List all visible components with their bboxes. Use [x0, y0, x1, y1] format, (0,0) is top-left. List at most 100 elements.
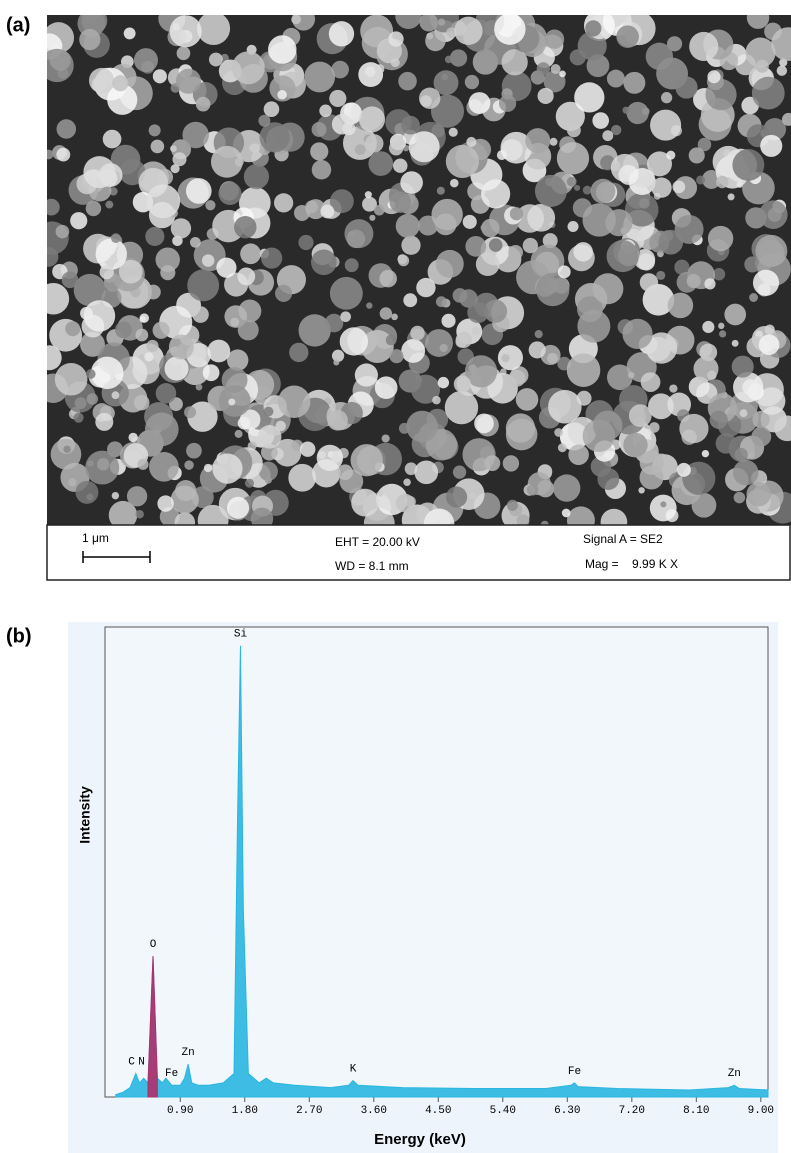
particle	[351, 444, 383, 476]
particle	[454, 375, 471, 392]
particle	[40, 49, 73, 82]
particle	[499, 95, 516, 112]
particle	[146, 340, 158, 352]
particle	[745, 38, 775, 68]
sem-mag: Mag = 9.99 K X	[585, 557, 678, 571]
particle	[716, 433, 737, 454]
particle	[465, 75, 479, 89]
particle	[124, 27, 136, 39]
particle	[388, 31, 403, 46]
particle	[320, 205, 334, 219]
particle	[258, 425, 282, 449]
particle	[728, 193, 735, 200]
particle	[527, 204, 555, 232]
x-tick-label: 9.00	[748, 1105, 774, 1117]
particle	[410, 326, 425, 341]
particle	[317, 445, 343, 471]
particle	[103, 130, 122, 149]
particle	[446, 486, 467, 507]
particle	[136, 510, 144, 518]
particle	[177, 46, 191, 60]
particle	[716, 176, 728, 188]
particle	[312, 122, 327, 137]
particle	[380, 307, 392, 319]
page: (a) 1 μm EHT = 20.00 kV WD = 8.1 mm Sign…	[0, 0, 791, 1153]
particle	[222, 367, 248, 393]
particle	[192, 306, 209, 323]
particle	[474, 414, 494, 434]
particle	[79, 29, 100, 50]
particle	[170, 145, 177, 152]
particle	[649, 422, 660, 433]
particle	[76, 481, 99, 504]
particle	[463, 215, 477, 229]
particle	[765, 324, 775, 334]
particle	[666, 151, 675, 160]
particle	[345, 258, 359, 272]
particle	[450, 179, 459, 188]
particle	[449, 128, 458, 137]
particle	[145, 413, 179, 447]
particle	[409, 131, 440, 162]
particle	[258, 115, 270, 127]
particle	[558, 443, 567, 452]
particle	[134, 48, 158, 72]
particle	[562, 509, 571, 518]
particle	[261, 247, 282, 268]
particle	[414, 460, 438, 484]
particle	[156, 383, 177, 404]
particle	[57, 119, 77, 139]
x-axis-title: Energy (keV)	[374, 1131, 466, 1148]
particle	[212, 453, 242, 483]
particle	[265, 477, 272, 484]
particle	[112, 492, 119, 499]
particle	[86, 201, 102, 217]
particle	[400, 171, 423, 194]
particle	[545, 29, 564, 48]
particle	[232, 51, 265, 84]
particle	[128, 433, 137, 442]
particle	[455, 336, 467, 348]
particle	[419, 13, 437, 31]
particle	[277, 90, 286, 99]
particle	[244, 164, 269, 189]
particle	[304, 62, 335, 93]
particle	[419, 88, 440, 109]
particle	[568, 221, 579, 232]
particle	[454, 17, 482, 45]
peak-label: Zn	[728, 1068, 741, 1080]
particle	[398, 255, 409, 266]
particle	[171, 486, 199, 514]
particle	[135, 329, 148, 342]
particle	[245, 479, 254, 488]
particle	[145, 227, 164, 246]
particle	[218, 182, 241, 205]
particle	[616, 25, 639, 48]
particle	[327, 410, 348, 431]
particle	[85, 451, 119, 485]
particle	[377, 491, 383, 497]
particle	[332, 114, 353, 135]
particle	[732, 149, 764, 181]
particle	[105, 201, 113, 209]
particle	[196, 97, 211, 112]
particle	[275, 285, 292, 302]
particle	[95, 413, 113, 431]
particle	[704, 278, 715, 289]
sem-signal: Signal A = SE2	[583, 532, 663, 546]
particle	[573, 242, 592, 261]
particle	[112, 75, 128, 91]
plot-area	[105, 627, 768, 1097]
particle	[450, 49, 467, 66]
particle	[340, 311, 351, 322]
particle	[100, 265, 114, 279]
particle	[759, 334, 780, 355]
particle	[523, 238, 538, 253]
particle	[593, 411, 623, 441]
particle	[395, 3, 421, 29]
particle	[56, 148, 70, 162]
particle	[209, 53, 223, 67]
particle	[340, 327, 368, 355]
particle	[468, 92, 490, 114]
particle	[184, 460, 193, 469]
